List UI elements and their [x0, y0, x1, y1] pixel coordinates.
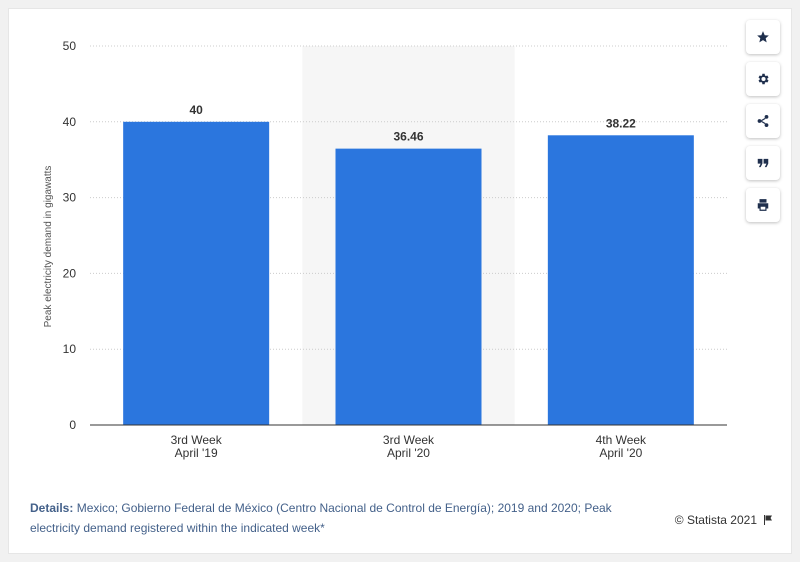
details-text: Mexico; Gobierno Federal de México (Cent…	[30, 501, 612, 535]
details-label: Details:	[30, 501, 74, 515]
credit-text: © Statista 2021	[674, 513, 757, 527]
y-tick-label: 20	[63, 266, 77, 280]
print-button[interactable]	[746, 188, 780, 222]
x-tick-label: April '20	[387, 446, 430, 460]
data-label: 40	[189, 103, 203, 117]
share-icon	[757, 115, 769, 127]
bar	[547, 135, 694, 425]
x-tick-label: 3rd Week	[383, 433, 435, 447]
x-tick-label: April '19	[175, 446, 218, 460]
print-icon	[757, 199, 769, 211]
data-label: 36.46	[393, 130, 423, 144]
y-tick-label: 10	[63, 342, 77, 356]
y-tick-label: 40	[63, 115, 77, 129]
source-credit: © Statista 2021	[675, 513, 774, 527]
gear-icon	[758, 73, 769, 85]
quote-icon	[757, 158, 769, 168]
star-icon	[757, 31, 769, 43]
x-tick-label: 4th Week	[596, 433, 647, 447]
flag-icon[interactable]	[762, 514, 774, 526]
bar	[123, 121, 270, 426]
bar	[335, 148, 482, 426]
details-note: Details: Mexico; Gobierno Federal de Méx…	[30, 498, 630, 538]
data-label: 38.22	[606, 116, 636, 130]
y-tick-label: 30	[63, 191, 77, 205]
x-tick-label: April '20	[599, 446, 642, 460]
favorite-button[interactable]	[746, 20, 780, 54]
settings-button[interactable]	[746, 62, 780, 96]
cite-button[interactable]	[746, 146, 780, 180]
toolbar	[746, 20, 780, 230]
y-tick-label: 0	[69, 418, 76, 432]
y-tick-label: 50	[63, 39, 77, 53]
y-axis-label: Peak electricity demand in gigawatts	[43, 166, 54, 328]
share-button[interactable]	[746, 104, 780, 138]
x-tick-label: 3rd Week	[171, 433, 223, 447]
